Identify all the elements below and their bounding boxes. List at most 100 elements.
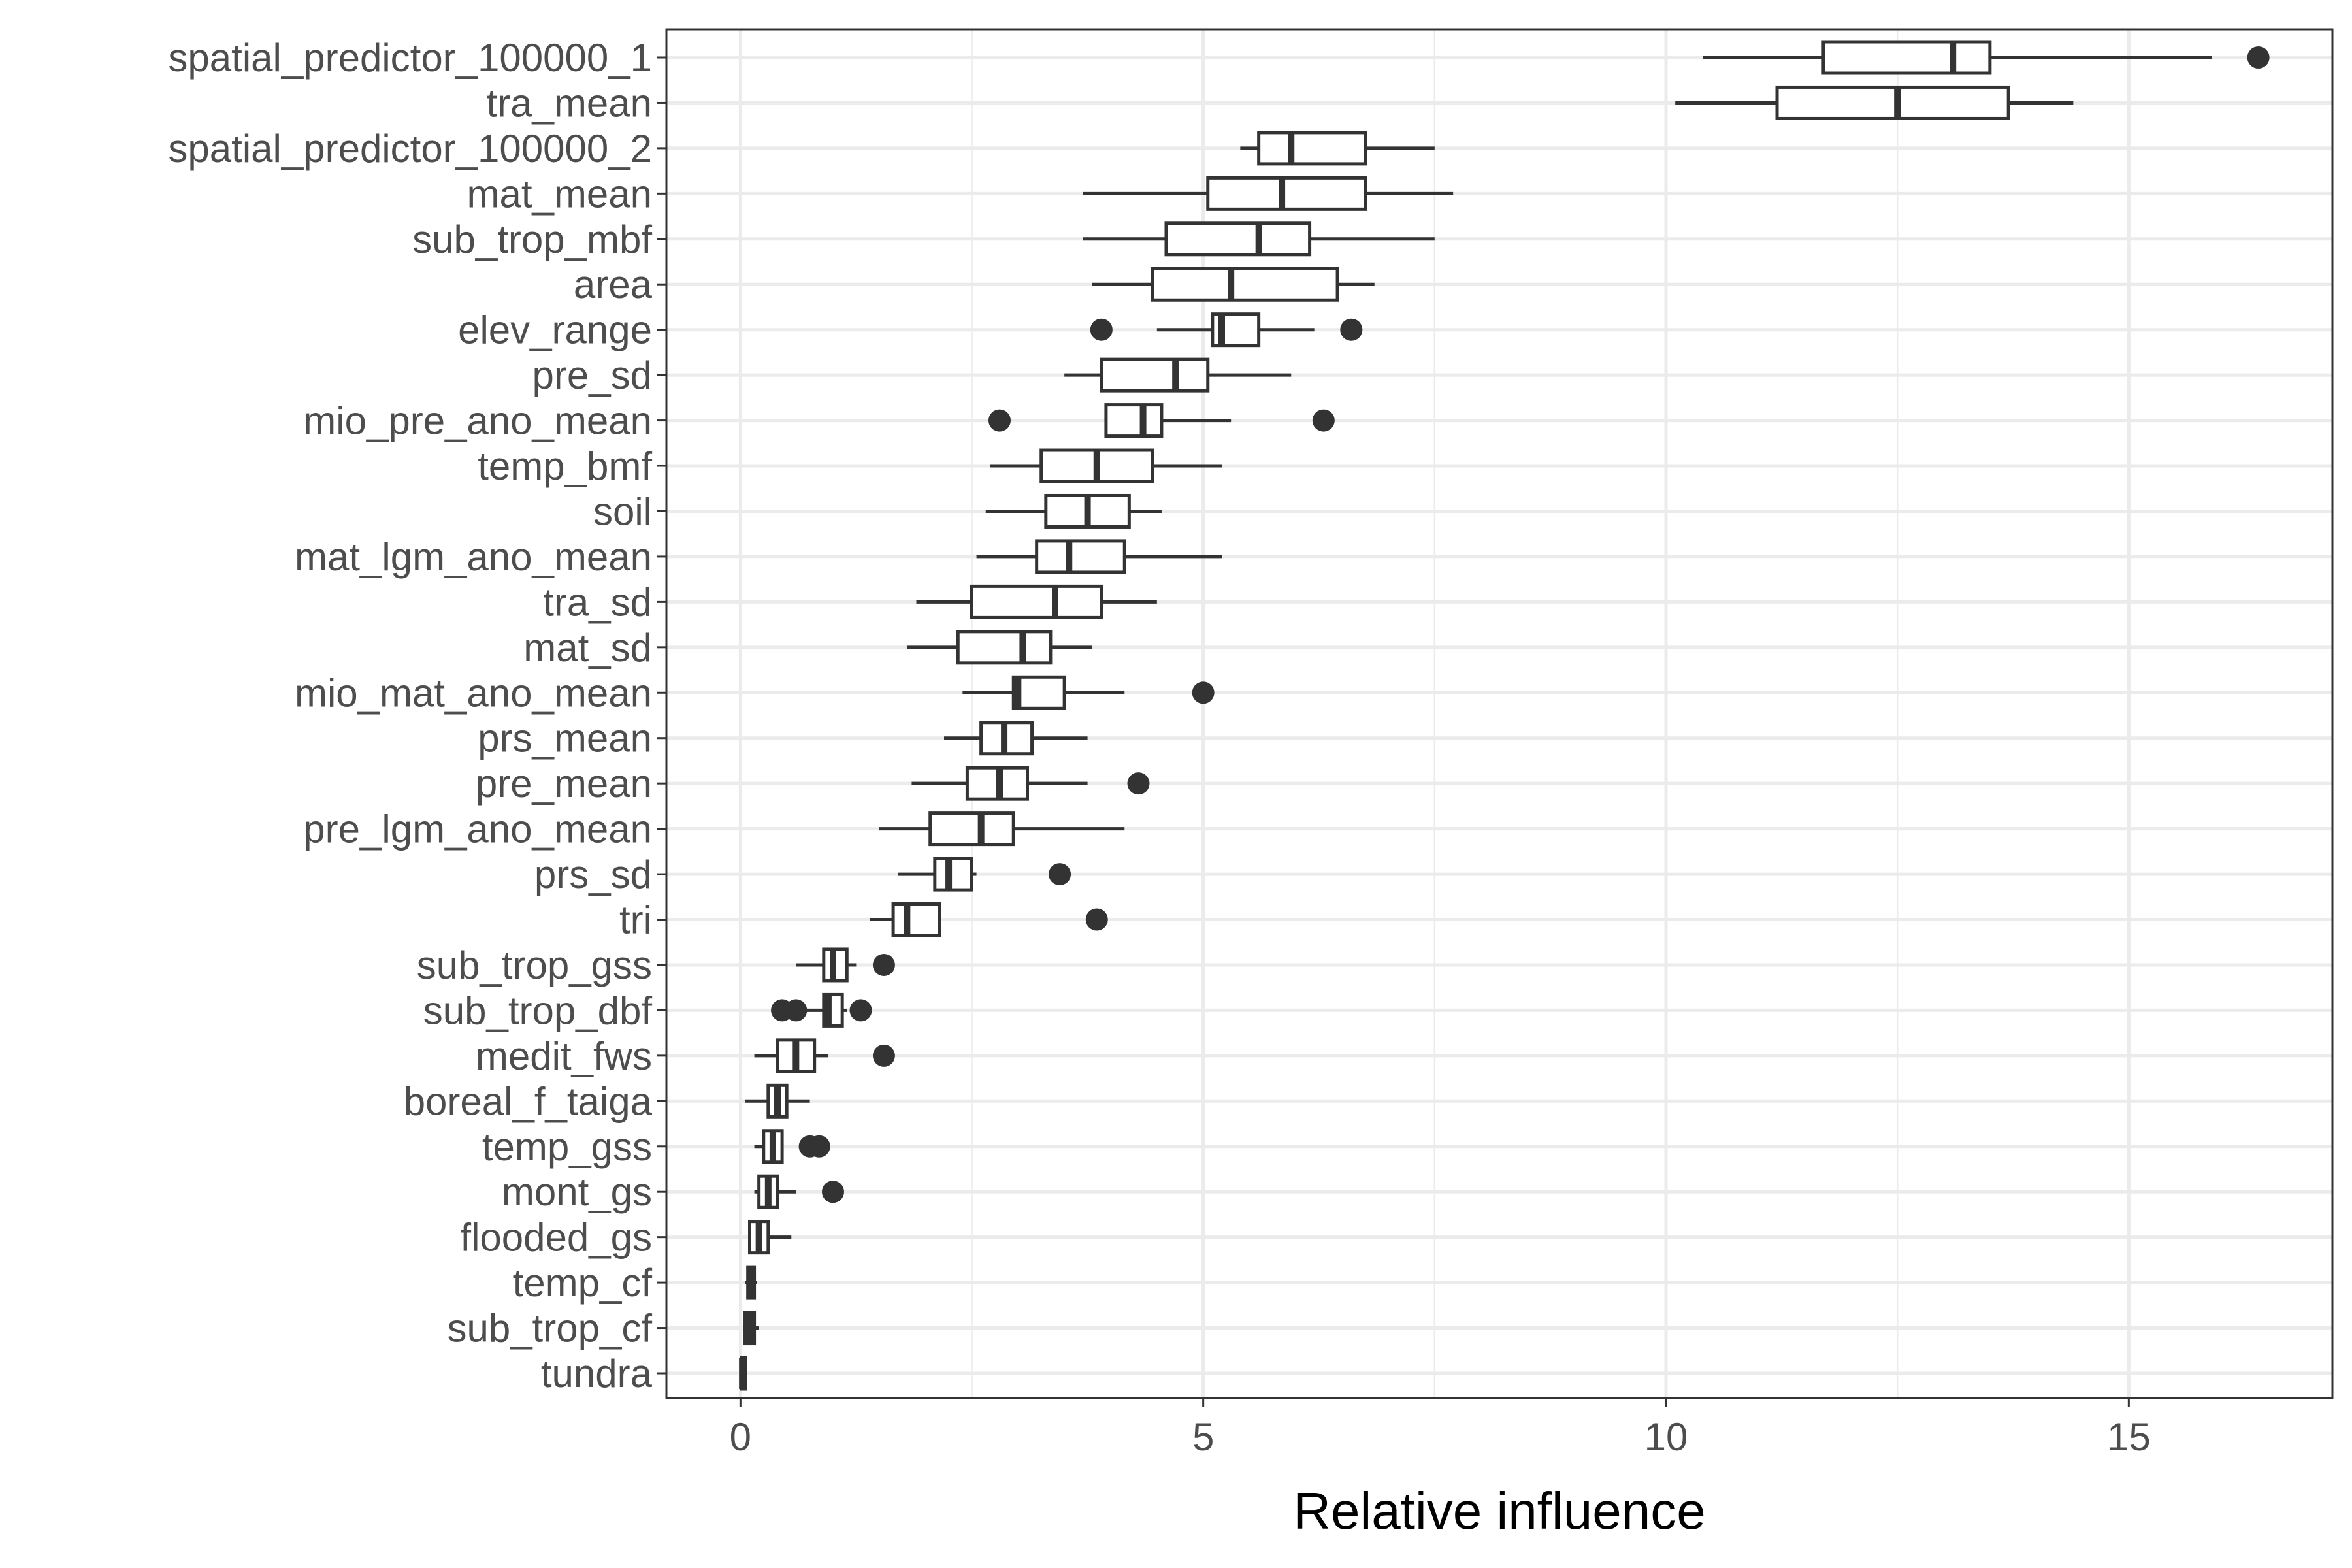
outlier-point — [785, 999, 808, 1022]
y-tick-label: pre_mean — [476, 762, 652, 806]
y-tick-label: flooded_gs — [460, 1216, 652, 1260]
box-tra_sd — [916, 584, 1157, 619]
box-iqr — [1100, 357, 1210, 393]
x-tick-label: 10 — [1644, 1415, 1688, 1459]
y-tick-label: tri — [619, 898, 652, 942]
box-prs_mean — [944, 721, 1088, 756]
box-mat_sd — [907, 630, 1092, 665]
outlier-point — [1090, 318, 1113, 341]
box-iqr — [956, 630, 1053, 665]
box-iqr — [1257, 131, 1367, 166]
outlier-point — [822, 1181, 844, 1203]
outlier-point — [2247, 46, 2270, 69]
box-spatial_predictor_100000_1 — [1703, 40, 2270, 75]
outlier-point — [1127, 772, 1150, 795]
y-tick-label: boreal_f_taiga — [404, 1079, 653, 1123]
box-soil — [985, 493, 1162, 529]
outlier-point — [1312, 409, 1335, 432]
y-tick-label: temp_bmf — [478, 444, 652, 488]
box-temp_cf — [745, 1265, 757, 1300]
box-iqr — [1775, 85, 2010, 120]
y-tick-label: prs_sd — [534, 853, 652, 896]
box-pre_lgm_ano_mean — [879, 811, 1125, 847]
box-mio_mat_ano_mean — [962, 675, 1215, 710]
outlier-point — [1192, 681, 1215, 704]
outlier-point — [872, 953, 895, 976]
box-pre_sd — [1064, 357, 1292, 393]
y-tick-label: sub_trop_cf — [447, 1307, 652, 1350]
x-tick-label: 15 — [2107, 1415, 2151, 1459]
box-flooded_gs — [748, 1220, 792, 1255]
box-iqr — [928, 811, 1015, 847]
box-sub_trop_mbf — [1083, 221, 1435, 257]
box-spatial_predictor_100000_2 — [1240, 131, 1435, 166]
x-tick-label: 5 — [1192, 1415, 1214, 1459]
panel-border — [665, 28, 2334, 1399]
box-sub_trop_gss — [796, 947, 895, 983]
y-tick-label: pre_sd — [532, 353, 652, 397]
box-iqr — [1821, 40, 1992, 75]
y-tick-label: area — [574, 263, 653, 306]
outlier-point — [1340, 318, 1363, 341]
y-tick-label: soil — [593, 489, 652, 533]
box-iqr — [1151, 267, 1339, 302]
box-mat_lgm_ano_mean — [976, 539, 1222, 574]
box-prs_sd — [898, 857, 1071, 892]
box-elev_range — [1090, 312, 1363, 348]
box-iqr — [1104, 403, 1164, 438]
y-tick-label: spatial_predictor_100000_1 — [168, 36, 652, 80]
box-pre_mean — [911, 766, 1150, 801]
grid-layer — [666, 29, 2332, 1398]
box-mio_pre_ano_mean — [988, 403, 1335, 438]
box-layer — [739, 40, 2270, 1391]
y-tick-label: tundra — [541, 1352, 653, 1396]
box-iqr — [1206, 176, 1367, 211]
outlier-point — [1049, 863, 1071, 886]
y-tick-label: sub_trop_dbf — [423, 988, 653, 1032]
y-tick-label: temp_gss — [482, 1125, 652, 1169]
y-tick-label: elev_range — [458, 308, 652, 352]
box-area — [1092, 267, 1375, 302]
box-iqr — [891, 902, 941, 938]
y-tick-label: tra_mean — [487, 81, 652, 125]
box-sub_trop_cf — [743, 1311, 759, 1346]
y-tick-label: mio_mat_ano_mean — [295, 671, 652, 715]
x-tick-label: 0 — [730, 1415, 751, 1459]
y-tick-label: mat_mean — [467, 172, 652, 216]
y-tick-label: mont_gs — [502, 1170, 652, 1214]
y-tick-label: mat_lgm_ano_mean — [295, 535, 652, 579]
box-sub_trop_dbf — [771, 992, 872, 1028]
y-tick-label: spatial_predictor_100000_2 — [168, 127, 652, 171]
box-iqr — [933, 857, 974, 892]
box-iqr — [970, 584, 1103, 619]
y-tick-labels: spatial_predictor_100000_1tra_meanspatia… — [168, 36, 666, 1396]
box-iqr — [1035, 539, 1126, 574]
y-tick-label: medit_fws — [476, 1034, 652, 1078]
outlier-point — [988, 409, 1011, 432]
box-iqr — [1011, 675, 1066, 710]
box-mont_gs — [754, 1174, 844, 1209]
box-mat_mean — [1083, 176, 1454, 211]
y-tick-label: sub_trop_gss — [417, 943, 652, 987]
y-tick-label: pre_lgm_ano_mean — [303, 808, 652, 851]
y-tick-label: mat_sd — [523, 626, 652, 670]
box-boreal_f_taiga — [745, 1083, 810, 1119]
outlier-point — [1085, 908, 1108, 931]
outlier-point — [849, 999, 872, 1022]
box-tundra — [739, 1356, 747, 1391]
y-tick-label: prs_mean — [478, 717, 652, 760]
box-medit_fws — [754, 1038, 895, 1073]
box-temp_gss — [754, 1129, 830, 1164]
box-temp_bmf — [990, 448, 1222, 483]
y-tick-label: mio_pre_ano_mean — [303, 399, 652, 443]
outlier-point — [808, 1135, 830, 1158]
y-tick-label: temp_cf — [513, 1261, 653, 1305]
y-tick-label: tra_sd — [543, 580, 652, 624]
box-tri — [870, 902, 1108, 938]
outlier-point — [872, 1044, 895, 1067]
box-iqr — [1164, 221, 1312, 257]
box-tra_mean — [1675, 85, 2074, 120]
x-axis-title: Relative influence — [1293, 1482, 1705, 1540]
x-tick-labels: 0 5 10 15 — [730, 1398, 2151, 1459]
